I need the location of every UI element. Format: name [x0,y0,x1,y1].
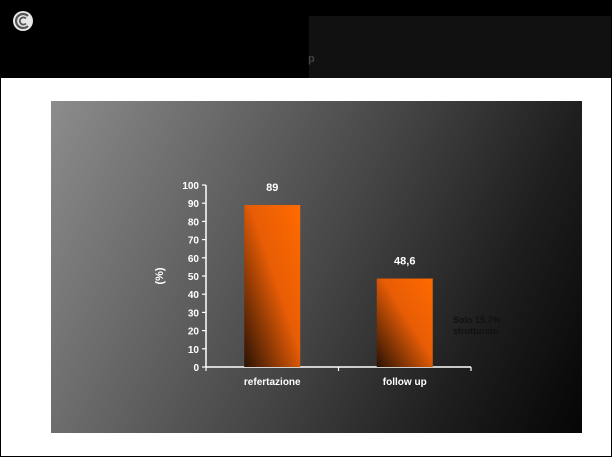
y-tick-label: 40 [188,290,200,301]
annotation-text: Solo 15,7% [453,315,501,325]
y-tick-label: 60 [188,254,200,265]
bar-data-label: 48,6 [394,256,415,268]
y-tick-label: 80 [188,217,200,228]
header-title-fragment: p [308,53,315,65]
swirl-logo-icon [11,9,35,33]
y-tick-label: 50 [188,272,200,283]
y-tick-label: 0 [193,363,199,374]
bar-data-label: 89 [266,182,278,194]
y-tick-label: 100 [182,181,199,192]
bar [376,278,433,367]
y-tick-label: 70 [188,236,200,247]
header-bar-panel [309,16,611,78]
annotation-text: strutturato [453,326,499,336]
chart-panel: 0 10 20 30 40 50 60 70 80 90 100 (%) 89 refertazione 4… [51,101,582,433]
y-tick-label: 10 [188,345,200,356]
bar-chart: 0 10 20 30 40 50 60 70 80 90 100 (%) 89 refertazione 4… [154,181,501,388]
y-tick-label: 30 [188,308,200,319]
y-axis-label: (%) [154,267,166,284]
category-label: refertazione [244,377,301,388]
category-label: follow up [383,377,427,388]
y-tick-label: 90 [188,199,200,210]
bar [244,205,301,367]
y-tick-label: 20 [188,327,200,338]
